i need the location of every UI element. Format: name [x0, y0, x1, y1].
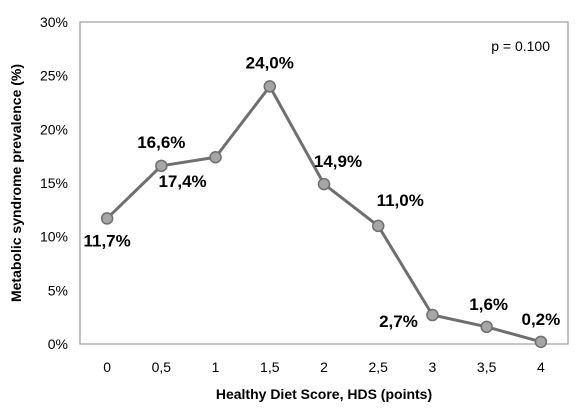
x-tick-label: 1,5	[260, 359, 280, 375]
y-tick-label: 25%	[40, 68, 68, 84]
data-label: 2,7%	[379, 312, 418, 331]
data-label: 14,9%	[314, 152, 362, 171]
x-tick-label: 3	[429, 359, 437, 375]
data-point	[209, 150, 222, 164]
y-tick-label: 10%	[40, 229, 68, 245]
x-tick-label: 1	[212, 359, 220, 375]
x-axis-ticks: 0 0,5 1 1,5 2 2,5 3 3,5 4	[103, 359, 545, 375]
data-point	[371, 219, 385, 233]
data-label: 16,6%	[137, 133, 185, 152]
data-label: 11,0%	[377, 191, 424, 210]
data-points	[100, 80, 548, 349]
data-point	[155, 159, 168, 173]
data-label: 11,7%	[83, 231, 130, 250]
x-tick-label: 3,5	[477, 359, 497, 375]
x-tick-label: 4	[537, 359, 545, 375]
data-point	[100, 212, 114, 225]
x-tick-label: 0	[103, 359, 111, 375]
data-point	[317, 177, 331, 191]
x-tick-label: 2,5	[368, 359, 388, 375]
data-labels: 11,7% 16,6% 17,4% 24,0% 14,9% 11,0% 2,7% 1,6% 0,…	[83, 53, 560, 331]
data-point	[426, 308, 439, 322]
p-value-annotation: p = 0.100	[491, 38, 550, 54]
data-point	[263, 80, 277, 93]
y-tick-label: 0%	[48, 336, 68, 352]
x-axis-title: Healthy Diet Score, HDS (points)	[216, 386, 432, 402]
x-tick-label: 2	[320, 359, 328, 375]
data-point	[534, 335, 548, 349]
data-point	[480, 320, 493, 334]
data-label: 17,4%	[158, 172, 206, 191]
y-axis-ticks: 0% 5% 10% 15% 20% 25% 30%	[40, 14, 68, 352]
x-tick-label: 0,5	[152, 359, 172, 375]
data-label: 1,6%	[469, 295, 508, 314]
y-tick-label: 20%	[40, 121, 68, 137]
data-label: 24,0%	[246, 53, 294, 72]
y-tick-label: 15%	[40, 175, 68, 191]
y-tick-label: 30%	[40, 14, 68, 30]
y-tick-label: 5%	[48, 282, 68, 298]
y-axis-title: Metabolic syndrome prevalence (%)	[8, 64, 24, 302]
data-label: 0,2%	[522, 310, 561, 329]
